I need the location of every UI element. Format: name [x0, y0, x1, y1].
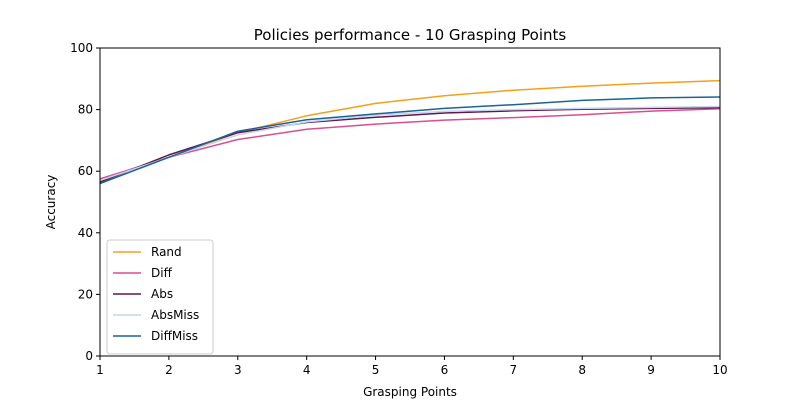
- y-axis-label: Accuracy: [44, 175, 58, 230]
- y-tick-label: 60: [78, 164, 93, 178]
- x-axis: 1 2 3 4 5 6 7 8 9 10: [96, 356, 728, 377]
- legend-label-diffmiss: DiffMiss: [151, 329, 198, 343]
- x-tick-label: 7: [510, 363, 518, 377]
- legend: Rand Diff Abs AbsMiss DiffMiss: [106, 239, 214, 355]
- y-tick-label: 80: [78, 103, 93, 117]
- legend-label-rand: Rand: [151, 245, 182, 259]
- series-line-diff: [99, 107, 721, 180]
- plot-area: [99, 79, 721, 185]
- plot-frame: [99, 47, 721, 357]
- y-tick-label: 40: [78, 226, 93, 240]
- series-line-diffmiss: [99, 96, 721, 185]
- series-line-rand: [99, 79, 721, 182]
- y-tick-label: 100: [70, 41, 93, 55]
- x-tick-label: 9: [647, 363, 655, 377]
- y-axis: 0 20 40 60 80 100: [70, 41, 100, 363]
- series-line-abs: [99, 107, 721, 183]
- x-tick-label: 8: [578, 363, 586, 377]
- x-tick-label: 1: [96, 363, 104, 377]
- y-tick-label: 0: [85, 349, 93, 363]
- legend-label-absmiss: AbsMiss: [151, 308, 199, 322]
- x-tick-label: 6: [441, 363, 449, 377]
- chart-title: Policies performance - 10 Grasping Point…: [254, 26, 567, 44]
- x-tick-label: 3: [234, 363, 242, 377]
- y-tick-label: 20: [78, 287, 93, 301]
- legend-label-abs: Abs: [151, 287, 173, 301]
- x-tick-label: 10: [712, 363, 727, 377]
- series-line-absmiss: [99, 105, 721, 182]
- x-tick-label: 5: [372, 363, 380, 377]
- x-tick-label: 2: [165, 363, 173, 377]
- legend-label-diff: Diff: [151, 266, 173, 280]
- x-axis-label: Grasping Points: [363, 385, 457, 399]
- x-tick-label: 4: [303, 363, 311, 377]
- legend-box: [106, 239, 214, 355]
